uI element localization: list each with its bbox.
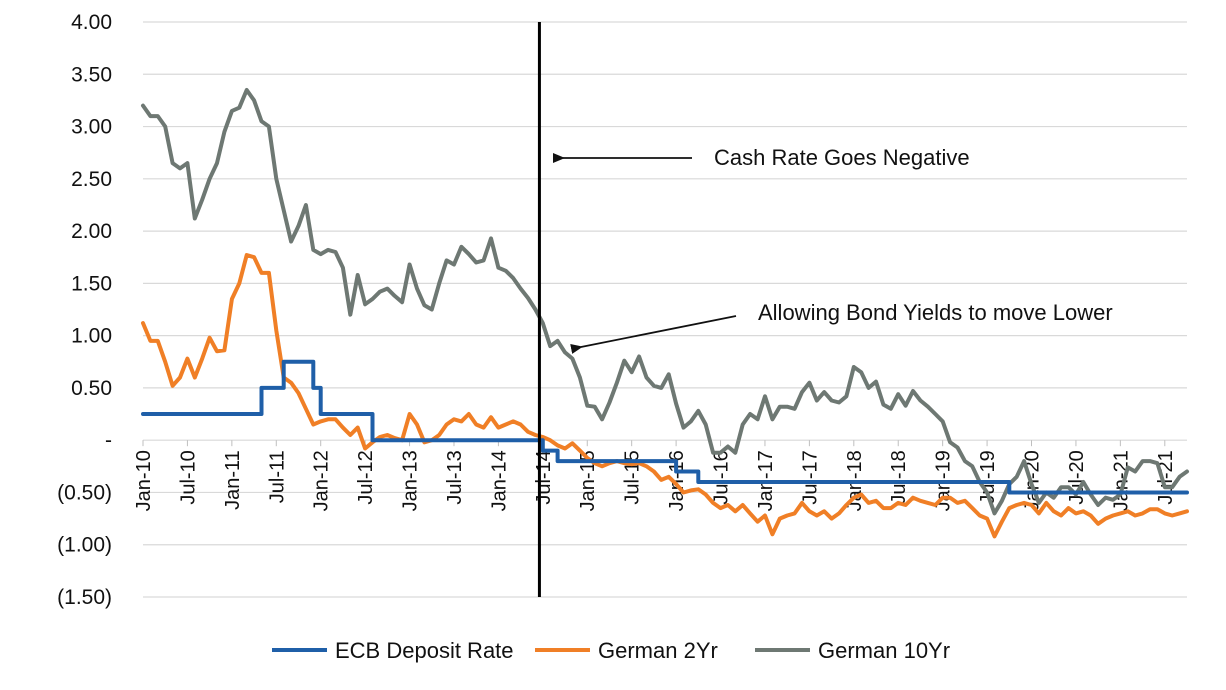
x-tick-label: Jul-16 xyxy=(711,450,733,504)
x-tick-label: Jan-12 xyxy=(311,450,333,511)
x-tick-label: Jan-10 xyxy=(133,450,155,511)
x-tick-label: Jan-15 xyxy=(577,450,599,511)
annotation-bond-yields: Allowing Bond Yields to move Lower xyxy=(758,300,1113,325)
y-tick-label: - xyxy=(105,429,112,452)
x-tick-label: Jan-16 xyxy=(666,450,688,511)
series-line-german-2yr xyxy=(141,253,1189,539)
x-tick-label: Jul-19 xyxy=(977,450,999,504)
x-tick-label: Jul-17 xyxy=(799,450,821,504)
y-tick-label: 4.00 xyxy=(71,11,112,34)
y-tick-label: (1.50) xyxy=(57,586,112,609)
series-line-ecb-deposit-rate xyxy=(141,359,1189,495)
y-tick-label: 3.00 xyxy=(71,116,112,139)
y-tick-label: 3.50 xyxy=(71,63,112,86)
x-tick-label: Jan-13 xyxy=(400,450,422,511)
y-tick-label: 1.00 xyxy=(71,325,112,348)
y-tick-label: 2.00 xyxy=(71,220,112,243)
x-tick-label: Jul-11 xyxy=(266,450,288,503)
annotation-cash-rate: Cash Rate Goes Negative xyxy=(714,145,970,170)
x-tick-label: Jul-18 xyxy=(888,450,910,504)
x-tick-label: Jan-11 xyxy=(222,450,244,510)
x-tick-label: Jan-21 xyxy=(1110,450,1132,511)
legend: ECB Deposit Rate German 2Yr German 10Yr xyxy=(272,638,950,663)
series-lines xyxy=(141,88,1189,539)
x-tick-label: Jul-20 xyxy=(1066,450,1088,504)
series-line-german-10yr xyxy=(141,88,1189,516)
x-tick-label: Jul-21 xyxy=(1155,450,1177,504)
x-tick-label: Jan-14 xyxy=(488,450,510,511)
x-tick-label: Jul-10 xyxy=(177,450,199,504)
y-tick-label: (0.50) xyxy=(57,481,112,504)
y-tick-label: 2.50 xyxy=(71,168,112,191)
x-tick-label: Jul-12 xyxy=(355,450,377,504)
annotation-arrow xyxy=(570,315,737,354)
x-axis: Jan-10 Jul-10 Jan-11 Jul-11 Jan-12 Jul-12 Jan-… xyxy=(133,440,1177,511)
legend-label: German 2Yr xyxy=(598,638,718,663)
annotations: Cash Rate Goes Negative Allowing Bond Yie… xyxy=(553,145,1113,354)
x-tick-label: Jul-14 xyxy=(533,450,555,504)
legend-label: German 10Yr xyxy=(818,638,950,663)
legend-label: ECB Deposit Rate xyxy=(335,638,514,663)
x-tick-label: Jul-15 xyxy=(622,450,644,504)
y-tick-label: 1.50 xyxy=(71,272,112,295)
y-axis: 4.00 3.50 3.00 2.50 2.00 1.50 1.00 0.50 - (0.50) (… xyxy=(57,11,112,609)
y-tick-label: 0.50 xyxy=(71,377,112,400)
y-tick-label: (1.00) xyxy=(57,534,112,557)
x-tick-label: Jul-13 xyxy=(444,450,466,504)
